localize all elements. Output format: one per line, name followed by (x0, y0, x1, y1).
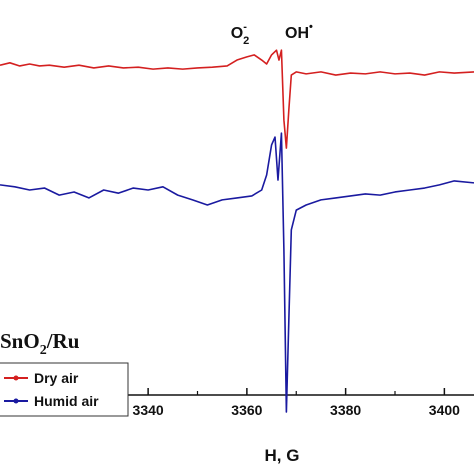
x-tick-label: 3360 (231, 402, 262, 418)
label-tail: /Ru (46, 329, 80, 353)
label-base: SnO (0, 329, 40, 353)
superoxide-label: O2 - (231, 21, 250, 47)
label-sup: - (243, 21, 247, 33)
series-line (0, 132, 474, 413)
x-tick-label: 3340 (133, 402, 164, 418)
series-line (0, 49, 474, 149)
label-sub: 2 (243, 35, 249, 47)
legend-frame (0, 362, 129, 417)
legend-marker (13, 375, 19, 381)
hydroxyl-label: OH• (285, 21, 313, 42)
legend: Dry air Humid air (4, 370, 99, 409)
legend-marker (13, 398, 19, 404)
plot-lines (0, 49, 474, 413)
legend-label: Humid air (34, 393, 99, 409)
sample-label: SnO2/Ru (0, 329, 80, 358)
label-sup: • (309, 21, 313, 33)
x-tick-label: 3400 (429, 402, 460, 418)
label-sub: 2 (40, 343, 47, 358)
label-base: O (231, 25, 243, 42)
label-base: OH (285, 25, 309, 42)
legend-label: Dry air (34, 370, 79, 386)
x-axis-label: H, G (265, 446, 300, 465)
x-tick-label: 3380 (330, 402, 361, 418)
